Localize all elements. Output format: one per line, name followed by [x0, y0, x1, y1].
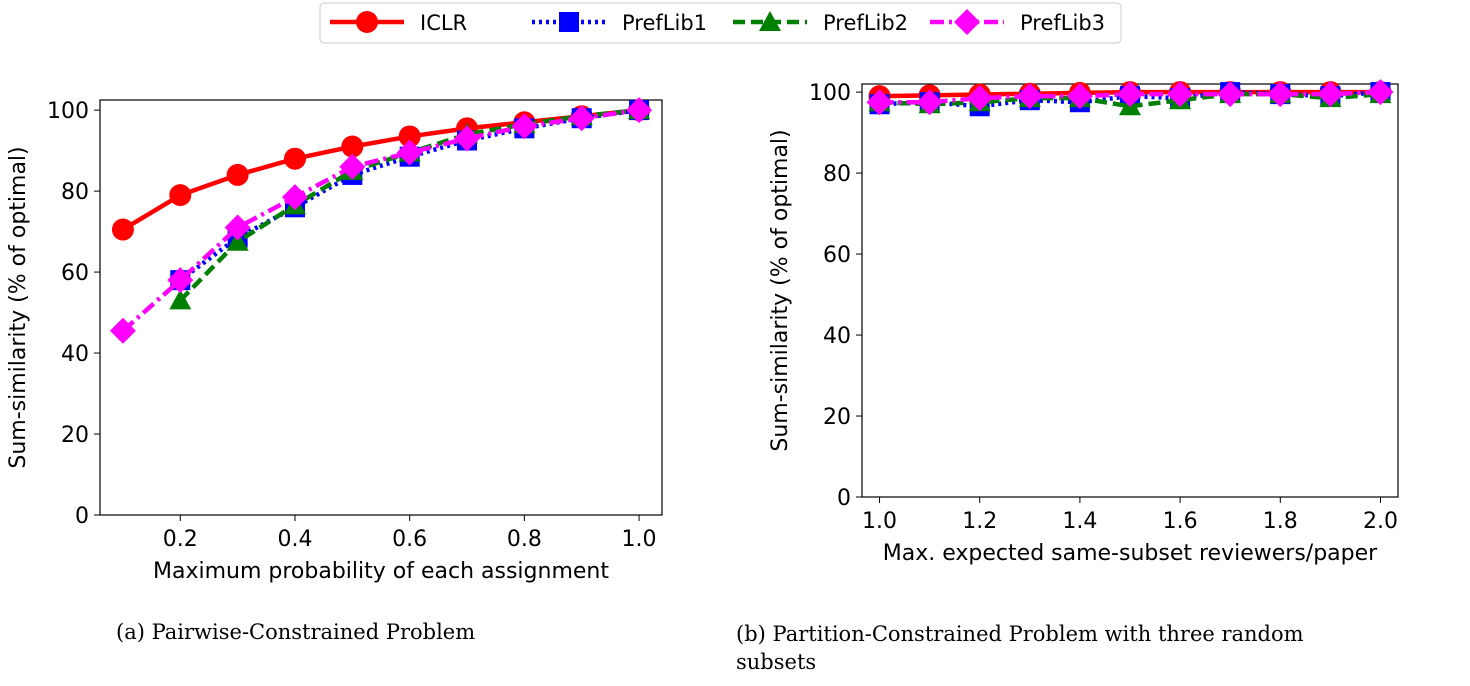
plot-frame: [99, 99, 663, 516]
data-point: [111, 218, 134, 241]
data-point: [1066, 83, 1093, 110]
legend-item-preflib3: PrefLib3: [930, 9, 1105, 35]
data-point: [1167, 81, 1194, 108]
chart-b: 1.0 1.2 1.4 1.6 1.8 2.0 0 20 40 60 80 100 Max. expec…: [768, 79, 1399, 566]
caption-b-line1: (b) Partition-Constrained Problem with t…: [736, 622, 1304, 646]
y-tick-label: 20: [823, 405, 851, 430]
y-tick-label: 100: [809, 81, 851, 106]
legend-marker: [759, 11, 781, 31]
data-point: [966, 85, 993, 112]
data-point: [339, 153, 366, 180]
chart-a: 0.2 0.4 0.6 0.8 1.0 0 20 40 60 80 100 Maximum proba…: [6, 97, 663, 584]
data-point: [224, 214, 251, 241]
legend-label: PrefLib2: [823, 11, 908, 35]
data-point: [1117, 81, 1143, 108]
data-point: [398, 125, 421, 148]
legend-label: PrefLib3: [1020, 11, 1105, 35]
y-axis-label: Sum-similarity (% of optimal): [6, 146, 31, 468]
y-tick-label: 20: [61, 423, 89, 448]
series-line: [121, 107, 640, 232]
x-tick-label: 1.0: [622, 527, 657, 552]
series-preflib3: [109, 97, 653, 344]
data-point: [169, 289, 192, 310]
data-point: [1267, 81, 1294, 108]
x-tick-label: 0.6: [392, 527, 427, 552]
x-tick-label: 2.0: [1363, 509, 1398, 534]
y-axis-label: Sum-similarity (% of optimal): [768, 129, 793, 451]
series-line: [121, 107, 640, 333]
data-point: [1217, 81, 1244, 108]
y-tick-label: 40: [61, 342, 89, 367]
y-tick-label: 80: [823, 162, 851, 187]
x-tick-label: 0.2: [163, 527, 198, 552]
data-point: [454, 125, 481, 152]
x-tick-label: 0.8: [507, 527, 542, 552]
data-point: [169, 184, 192, 207]
data-point: [866, 89, 893, 116]
legend-item-iclr: ICLR: [330, 11, 467, 35]
y-tick-label: 40: [823, 324, 851, 349]
legend-marker: [356, 11, 378, 33]
data-point: [109, 317, 136, 344]
data-point: [916, 89, 943, 116]
series-line: [178, 107, 640, 282]
data-point: [568, 105, 595, 132]
data-point: [281, 184, 308, 211]
x-axis-label: Maximum probability of each assignment: [153, 559, 609, 584]
legend-item-preflib2: PrefLib2: [733, 11, 908, 35]
x-tick-label: 1.2: [962, 509, 997, 534]
y-tick-label: 60: [61, 261, 89, 286]
data-point: [167, 267, 194, 294]
data-point: [1367, 79, 1394, 106]
y-tick-label: 100: [47, 99, 89, 124]
x-tick-label: 1.8: [1263, 509, 1298, 534]
caption-a: (a) Pairwise-Constrained Problem: [116, 620, 476, 644]
x-axis-label: Max. expected same-subset reviewers/pape…: [883, 541, 1378, 566]
data-point: [1016, 83, 1043, 110]
y-tick-label: 0: [837, 486, 851, 511]
series-preflib3: [866, 79, 1394, 116]
x-tick-label: 1.6: [1163, 509, 1198, 534]
legend-frame: [319, 2, 1122, 44]
data-point: [226, 230, 249, 251]
x-tick-label: 1.4: [1062, 509, 1097, 534]
legend: ICLR PrefLib1 PrefLib2 PrefLib3: [319, 2, 1122, 44]
data-point: [341, 135, 364, 158]
legend-label: ICLR: [420, 11, 467, 35]
legend-marker: [559, 12, 579, 32]
plot-frame: [861, 83, 1399, 498]
x-tick-label: 0.4: [277, 527, 312, 552]
y-tick-label: 0: [75, 504, 89, 529]
caption-b-line2: subsets: [736, 650, 817, 674]
legend-label: PrefLib1: [622, 11, 707, 35]
data-point: [511, 113, 538, 140]
data-point: [396, 139, 423, 166]
data-point: [626, 97, 653, 124]
data-point: [226, 163, 249, 186]
y-tick-label: 80: [61, 180, 89, 205]
legend-item-preflib1: PrefLib1: [532, 11, 707, 35]
legend-marker: [954, 9, 980, 35]
data-point: [1317, 81, 1344, 108]
data-point: [283, 147, 306, 170]
y-tick-label: 60: [823, 243, 851, 268]
x-tick-label: 1.0: [862, 509, 897, 534]
